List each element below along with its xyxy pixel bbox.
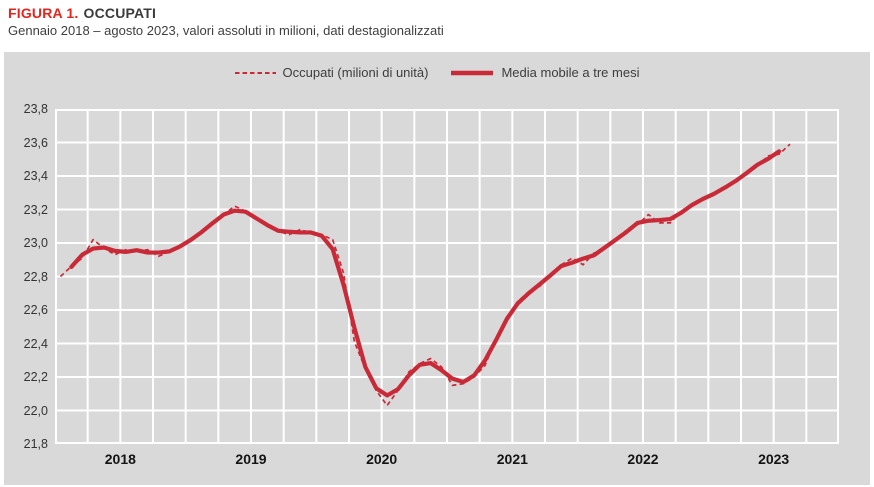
y-tick-label: 23,0 — [23, 236, 48, 250]
line-chart-plot — [55, 109, 839, 444]
y-tick-label: 23,6 — [23, 135, 48, 150]
x-tick-label: 2021 — [496, 451, 528, 467]
dashed-line-swatch-icon — [234, 71, 276, 74]
x-tick-label: 2018 — [104, 451, 136, 467]
y-tick-label: 21,8 — [23, 437, 48, 451]
y-tick-label: 22,6 — [23, 303, 48, 317]
figure-title: FIGURA 1. OCCUPATI — [8, 5, 156, 21]
figure-label: FIGURA 1. — [8, 5, 79, 21]
y-tick-label: 23,2 — [23, 202, 48, 217]
legend-label: Media mobile a tre mesi — [501, 65, 640, 80]
y-tick-label: 22,0 — [23, 403, 48, 418]
legend-label: Occupati (milioni di unità) — [282, 65, 429, 80]
x-tick-label: 2020 — [366, 451, 398, 467]
chart-panel: Occupati (milioni di unità) Media mobile… — [4, 52, 870, 485]
chart-legend: Occupati (milioni di unità) Media mobile… — [4, 65, 870, 80]
figure-title-text: OCCUPATI — [83, 5, 157, 21]
x-tick-label: 2019 — [235, 451, 267, 467]
x-tick-label: 2022 — [627, 451, 659, 467]
y-tick-label: 23,4 — [23, 169, 48, 183]
figure-header: FIGURA 1. OCCUPATI Gennaio 2018 – agosto … — [8, 5, 444, 38]
solid-line-swatch-icon — [451, 70, 494, 75]
legend-item-media-mobile: Media mobile a tre mesi — [450, 65, 639, 80]
y-tick-label: 22,2 — [23, 370, 48, 384]
y-tick-label: 23,8 — [23, 102, 48, 116]
y-tick-label: 22,4 — [23, 336, 48, 351]
figure-subtitle: Gennaio 2018 – agosto 2023, valori assol… — [8, 23, 444, 38]
y-tick-label: 22,8 — [23, 269, 48, 284]
x-tick-label: 2023 — [758, 451, 790, 467]
legend-item-occupati: Occupati (milioni di unità) — [234, 65, 429, 80]
